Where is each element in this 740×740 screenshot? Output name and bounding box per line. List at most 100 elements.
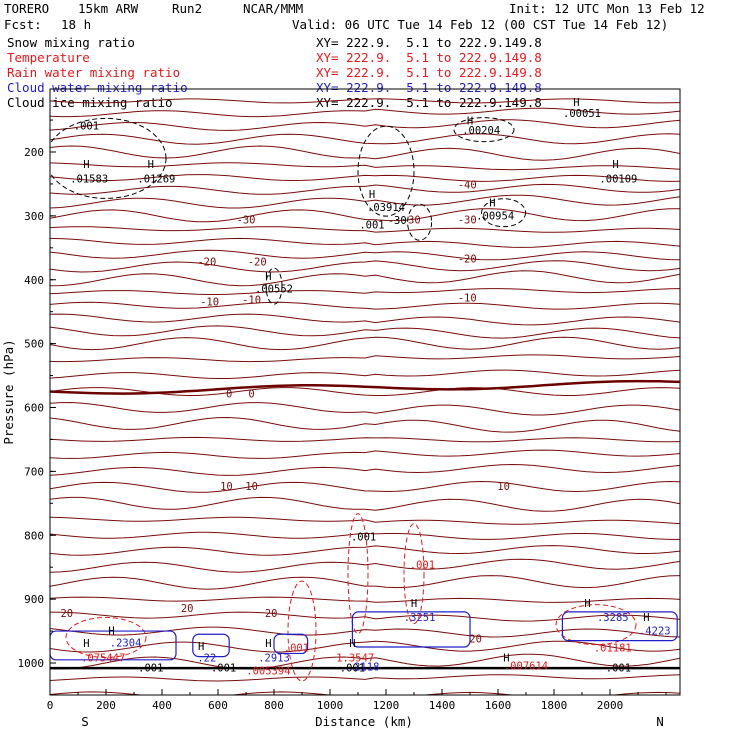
cloud-water-contour [50, 630, 177, 661]
rain-label: .01181 [594, 643, 632, 655]
temperature-label: -30 [402, 215, 421, 227]
snow-contour [407, 203, 433, 241]
temperature-contour [50, 162, 680, 171]
x-tick-label: 1400 [429, 699, 456, 712]
legend-item-name: Cloud water mixing ratio [7, 80, 188, 95]
temperature-contour [50, 301, 680, 310]
x-tick-label: 1200 [373, 699, 400, 712]
y-tick-label: 600 [24, 402, 44, 415]
legend-item-xy: XY= 222.9. 5.1 to 222.9.149.8 [316, 80, 542, 95]
snow-contour [453, 117, 515, 143]
temperature-contour [50, 463, 680, 476]
maximum-marker: H [503, 653, 509, 665]
temperature-contour [50, 640, 680, 653]
temperature-label: 0 [226, 388, 232, 400]
snow-label: .001 [74, 121, 99, 133]
temperature-label: 20 [181, 603, 194, 615]
x-tick-label: 0 [47, 699, 54, 712]
init-time: Init: 12 UTC Mon 13 Feb 12 [509, 1, 705, 16]
maximum-marker: H [198, 641, 204, 653]
temperature-contour [50, 674, 680, 682]
temperature-contour [50, 416, 680, 433]
cloud-water-contour [192, 633, 230, 658]
maximum-marker: H [265, 638, 271, 650]
cloud-water-label: .2118 [348, 662, 380, 674]
temperature-contour [50, 174, 680, 182]
temperature-contour [50, 313, 680, 326]
snow-contour [481, 198, 527, 228]
rain-contour [347, 513, 369, 635]
direction-south: S [81, 714, 89, 729]
cloud-water-contour [561, 611, 678, 642]
run-label: Run2 [172, 1, 203, 16]
temperature-contour [50, 558, 680, 573]
temperature-contour [50, 98, 680, 104]
freezing-level-contour [50, 379, 680, 395]
maximum-marker: H [83, 159, 89, 171]
maximum-marker: H [349, 638, 355, 650]
temperature-label: 10 [497, 481, 510, 493]
snow-contour [50, 117, 167, 199]
maximum-marker: H [108, 625, 114, 637]
temperature-contour [50, 575, 680, 590]
temperature-contour [50, 401, 680, 416]
snow-label: .001 [359, 220, 384, 232]
temperature-contour [50, 496, 680, 512]
temperature-label: -40 [458, 179, 477, 191]
temperature-contour [50, 249, 680, 261]
x-tick-label: 200 [96, 699, 116, 712]
temperature-contour [50, 596, 680, 603]
x-tick-label: 1600 [485, 699, 512, 712]
cloud-water-label: .3285 [597, 612, 629, 624]
temperature-contour [50, 183, 680, 195]
temperature-label: -10 [200, 296, 219, 308]
temperature-label: 20 [469, 634, 482, 646]
legend-item-name: Snow mixing ratio [7, 35, 135, 50]
snow-label: -30 [388, 215, 407, 227]
maximum-marker: H [148, 159, 154, 171]
snow-label: .00051 [563, 108, 601, 120]
rain-label: .075447 [81, 653, 125, 665]
direction-north: N [656, 714, 664, 729]
temperature-contour [50, 449, 680, 459]
model-name: TORERO [4, 1, 50, 16]
temperature-contour [50, 119, 680, 131]
temperature-contour [50, 369, 680, 379]
temperature-contour [50, 436, 680, 443]
rain-label: .001 [284, 643, 309, 655]
forecast-label: Fcst: [4, 17, 42, 32]
snow-label: .03914 [367, 202, 405, 214]
y-tick-label: 400 [24, 274, 44, 287]
cloud-water-label: .22 [197, 653, 216, 665]
snow-contour [265, 267, 283, 305]
temperature-label: -30 [458, 215, 477, 227]
temperature-label: -20 [197, 257, 216, 269]
y-tick-label: 800 [24, 529, 44, 542]
temperature-label: -30 [237, 215, 256, 227]
resolution: 15km ARW [78, 1, 139, 16]
y-tick-label: 200 [24, 146, 44, 159]
temperature-contour [50, 270, 680, 287]
x-tick-label: 400 [152, 699, 172, 712]
y-tick-label: 900 [24, 593, 44, 606]
x-tick-label: 2000 [597, 699, 624, 712]
rain-label: 1.3547 [336, 653, 374, 665]
x-tick-label: 600 [208, 699, 228, 712]
valid-time: Valid: 06 UTC Tue 14 Feb 12 (00 CST Tue … [292, 17, 669, 32]
cloud-water-label: .4223 [639, 625, 671, 637]
rain-contour [287, 580, 317, 682]
temperature-contour [50, 107, 680, 118]
snow-label: .001 [340, 662, 365, 674]
snow-label: .001 [351, 531, 376, 543]
plot-frame [49, 88, 681, 696]
legend-item-name: Temperature [7, 50, 90, 65]
snow-label: .001 [606, 662, 631, 674]
maximum-marker: H [467, 116, 473, 128]
maximum-marker: H [411, 598, 417, 610]
temperature-contour [50, 653, 680, 670]
snow-label: .001 [211, 662, 236, 674]
legend-item-xy: XY= 222.9. 5.1 to 222.9.149.8 [316, 50, 542, 65]
maximum-marker: H [369, 189, 375, 201]
cloud-water-contour [273, 633, 309, 655]
temperature-contour [50, 325, 680, 339]
